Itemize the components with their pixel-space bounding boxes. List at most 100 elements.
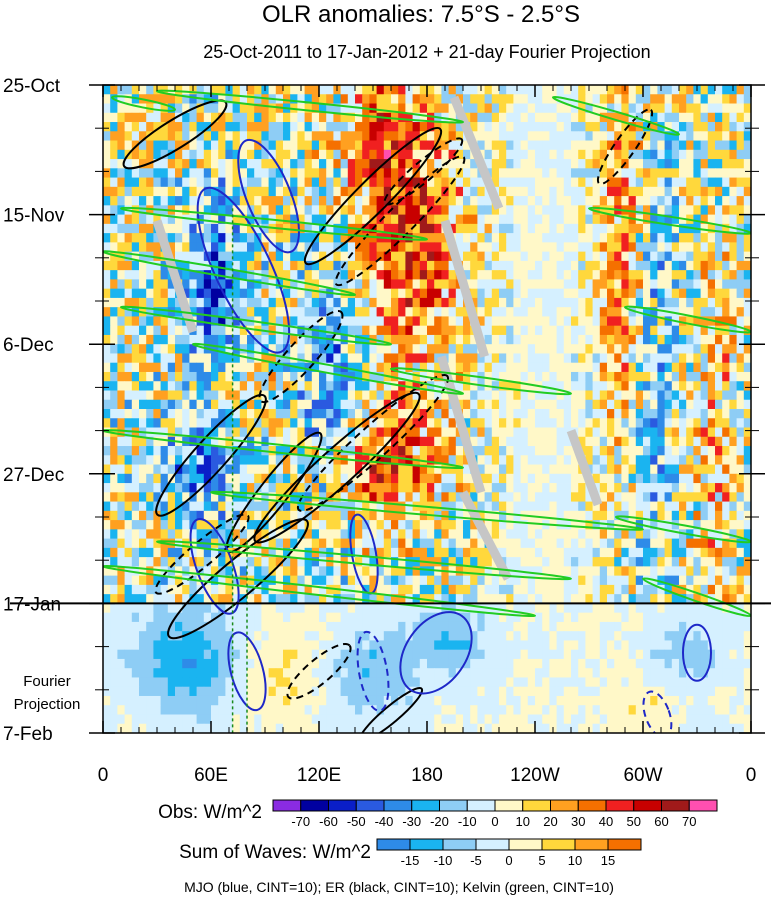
field-cell [347, 103, 356, 114]
field-cell [571, 168, 579, 178]
field-cell [448, 409, 457, 419]
field-cell [679, 446, 687, 456]
field-cell [470, 575, 478, 586]
field-cell [189, 168, 197, 178]
field-cell [297, 233, 305, 243]
field-cell [585, 168, 593, 178]
field-cell [110, 371, 118, 382]
field-cell [671, 168, 680, 178]
field-cell [340, 307, 349, 317]
field-cell [729, 584, 737, 595]
field-cell [707, 168, 716, 178]
field-cell [743, 131, 751, 141]
field-cell [607, 390, 615, 401]
field-cell [679, 186, 687, 197]
field-cell [599, 196, 608, 206]
field-cell [376, 455, 385, 465]
field-cell [578, 371, 586, 382]
field-cell [340, 214, 349, 225]
field-cell [434, 334, 442, 345]
field-cell [499, 575, 507, 586]
field-cell [247, 307, 255, 317]
field-cell [700, 483, 709, 493]
field-cell [592, 566, 601, 577]
field-cell [117, 112, 125, 123]
field-cell [203, 584, 212, 595]
field-cell [146, 538, 154, 549]
field-cell [369, 205, 377, 215]
field-cell [182, 390, 190, 401]
field-cell [139, 297, 147, 308]
field-cell [103, 186, 111, 197]
field-cell [527, 381, 536, 391]
field-cell [679, 538, 687, 549]
field-cell [311, 455, 320, 465]
field-cell [232, 399, 241, 410]
field-cell [628, 584, 637, 595]
field-cell [585, 242, 593, 253]
field-cell [628, 205, 637, 215]
field-cell [679, 557, 687, 567]
field-cell [333, 353, 341, 364]
field-cell [297, 538, 305, 549]
field-cell [664, 103, 673, 114]
field-cell [650, 316, 658, 327]
field-cell [124, 223, 133, 234]
field-cell [103, 436, 111, 447]
field-cell [391, 242, 399, 253]
field-cell [182, 446, 190, 456]
field-cell [434, 390, 442, 401]
field-cell [484, 418, 493, 428]
field-cell [311, 418, 320, 428]
field-cell [254, 520, 262, 530]
field-cell [621, 362, 629, 373]
field-cell [355, 362, 363, 373]
field-cell [297, 270, 305, 280]
field-cell [153, 316, 161, 327]
field-cell [477, 279, 485, 290]
field-cell [643, 399, 651, 410]
field-cell [506, 353, 514, 364]
field-cell [203, 242, 212, 253]
field-cell [110, 520, 118, 530]
field-cell [477, 501, 485, 512]
field-cell [146, 112, 154, 123]
field-cell [124, 279, 133, 290]
field-cell [607, 85, 615, 95]
field-cell [290, 594, 298, 604]
field-cell [405, 557, 413, 567]
field-cell [650, 214, 658, 225]
field-cell [578, 473, 586, 484]
field-cell [628, 159, 637, 169]
field-cell [419, 251, 428, 262]
field-cell [535, 131, 543, 141]
field-cell [175, 520, 183, 530]
field-cell [146, 547, 154, 558]
field-cell [340, 538, 349, 549]
field-cell [304, 307, 313, 317]
field-cell [131, 566, 140, 577]
field-cell [268, 409, 277, 419]
field-cell [643, 94, 651, 104]
field-cell [275, 307, 284, 317]
field-cell [268, 464, 277, 475]
field-cell [347, 279, 356, 290]
field-cell [707, 186, 716, 197]
field-cell [283, 334, 291, 345]
field-cell [599, 112, 608, 123]
field-cell [736, 390, 745, 401]
field-cell [275, 510, 284, 521]
field-cell [398, 501, 406, 512]
field-cell [707, 418, 716, 428]
field-cell [549, 325, 557, 336]
field-cell [412, 112, 421, 123]
field-cell [275, 353, 284, 364]
field-cell [391, 353, 399, 364]
field-cell [635, 316, 644, 327]
field-cell [650, 390, 658, 401]
field-cell [628, 316, 637, 327]
field-cell [167, 159, 176, 169]
field-cell [110, 418, 118, 428]
field-cell [333, 492, 341, 502]
field-cell [326, 168, 334, 178]
